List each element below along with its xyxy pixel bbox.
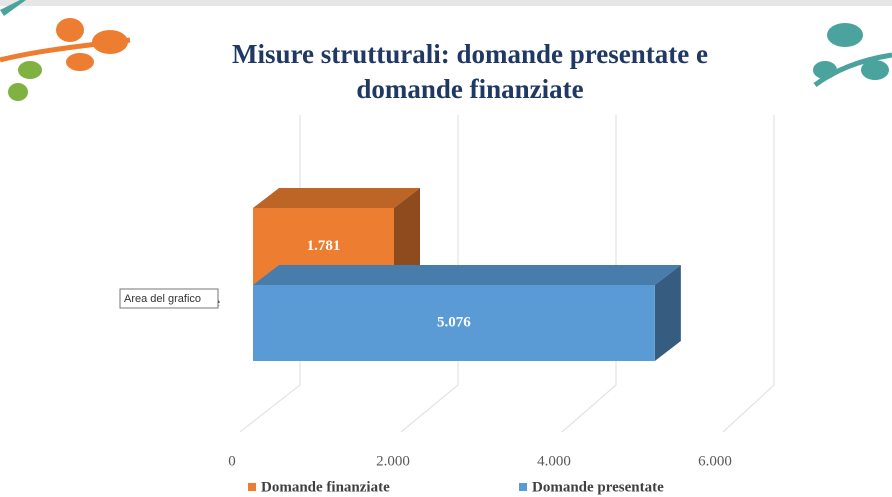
legend-swatch <box>248 483 256 491</box>
chart: Misure strutturali: domande presentate e… <box>0 0 892 497</box>
tooltip: Area del grafico <box>124 293 201 305</box>
bar-top <box>253 265 681 285</box>
x-tick-label: 0 <box>228 453 236 469</box>
top-strip <box>0 0 892 6</box>
x-tick-label: 2.000 <box>376 453 410 469</box>
x-tick-label: 4.000 <box>537 453 571 469</box>
value-label: 1.781 <box>307 238 341 254</box>
value-label: 5.076 <box>437 314 471 330</box>
bar-top <box>253 188 420 208</box>
legend-swatch <box>519 483 527 491</box>
legend-label: Domande finanziate <box>261 479 390 495</box>
legend-label: Domande presentate <box>532 479 664 495</box>
x-tick-label: 6.000 <box>698 453 732 469</box>
